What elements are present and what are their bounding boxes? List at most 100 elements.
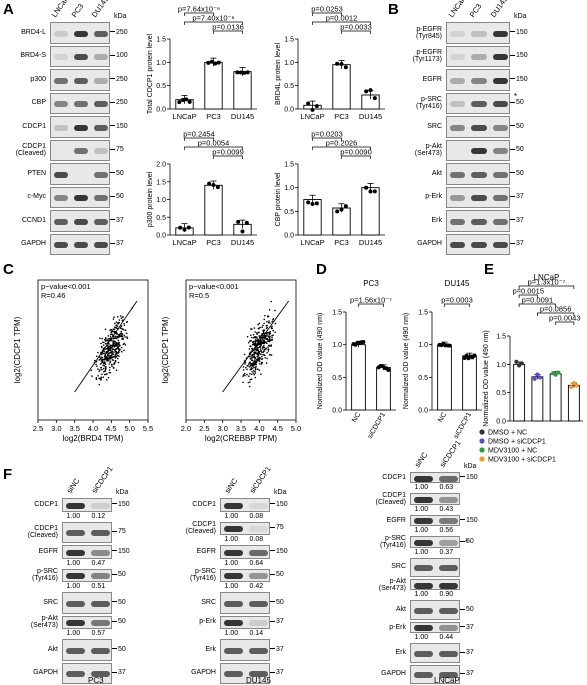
blot-band (492, 242, 508, 249)
blot-band (54, 218, 68, 225)
scatter-point (251, 359, 254, 361)
scatter-point (271, 325, 273, 328)
data-point (335, 61, 340, 66)
scatter-point (108, 337, 111, 340)
p-value-label: p=0.0015 (513, 287, 545, 296)
blot-strip (50, 163, 110, 185)
scatter-point (111, 350, 114, 353)
kda-marker: 37 (110, 217, 124, 224)
x-tick-label: 5.0 (291, 424, 301, 433)
p-value-label: p=0.0136 (212, 23, 244, 32)
y-tick-label: 2.0 (156, 162, 166, 169)
p-value-label: p=7.40x10⁻⁶ (192, 14, 234, 23)
blot-band (439, 672, 458, 679)
significance-bracket (312, 12, 342, 16)
blot-band (94, 195, 108, 202)
significance-bracket (213, 30, 243, 34)
blot-strip (446, 22, 510, 44)
blot-strip (410, 579, 460, 591)
scatter-point (257, 357, 260, 360)
significance-bracket (555, 321, 575, 325)
scatter-point (98, 358, 101, 361)
scatter-point (117, 333, 120, 336)
scatter-point (247, 363, 250, 365)
scatter-point (125, 332, 128, 335)
quant-value: 0.43 (439, 505, 454, 513)
kda-marker: 50 (270, 571, 284, 578)
data-point (556, 370, 561, 375)
scatter-point (259, 335, 261, 338)
blot-strip (62, 615, 112, 629)
blot-strip (50, 233, 110, 255)
scatter-point (258, 356, 261, 359)
blot-band (450, 124, 466, 131)
p-value-label: p=0.0043 (549, 314, 581, 323)
scatter-point (269, 330, 272, 333)
data-point (240, 229, 245, 234)
scatter-point (260, 373, 262, 376)
y-axis-label: p300 protein level (147, 171, 154, 227)
kda-marker: 150 (112, 501, 130, 508)
scatter-point (252, 333, 255, 336)
data-point (186, 225, 191, 230)
scatter-point (250, 355, 253, 357)
scatter-point (116, 357, 119, 360)
scatter-point (265, 362, 268, 364)
scatter-point (261, 346, 264, 348)
scatter-point (106, 357, 109, 359)
blot-band (471, 195, 487, 202)
blot-band (66, 549, 85, 556)
scatter-point (123, 334, 126, 337)
blot-band (91, 549, 110, 556)
scatter-point (250, 334, 252, 337)
scatter-point (251, 365, 254, 367)
panel-label-d: D (316, 261, 327, 278)
scatter-point (253, 366, 255, 369)
blot-row-label: CDCP1 (Cleaved) (375, 492, 406, 507)
chart-pc3-od: 0.0 0.5 1.0 1.5 Normalized OD value (490 nm)… (317, 279, 396, 440)
scatter-point (258, 352, 261, 355)
blot-band (414, 672, 433, 679)
kda-marker: 150 (460, 517, 478, 524)
scatter-point (271, 338, 274, 341)
kda-marker: 150 (270, 548, 288, 555)
quant-value: 1.00 (224, 583, 239, 590)
x-tick-label: DU145 (231, 238, 254, 247)
scatter-point (257, 323, 259, 326)
scatter-point (266, 357, 268, 360)
scatter-point (113, 344, 116, 347)
data-point (209, 59, 214, 64)
scatter-point (271, 327, 273, 329)
blot-band (249, 502, 268, 509)
scatter-point (112, 318, 115, 320)
scatter-point (120, 325, 123, 327)
blot-row-label: CDCP1 (22, 122, 46, 130)
significance-bracket (537, 312, 575, 316)
p-value-label: p=0.0090 (340, 148, 372, 157)
scatter-point (265, 341, 267, 344)
bar (332, 64, 351, 110)
significance-bracket (184, 21, 243, 25)
scatter-point (248, 355, 251, 358)
blot-row-label: EGFR (196, 547, 216, 555)
blot-band (224, 526, 243, 533)
scatter-point (271, 320, 273, 323)
scatter-point (242, 369, 245, 371)
blot-band (91, 530, 110, 537)
blot-band (439, 518, 458, 525)
scatter-point (254, 370, 256, 373)
scatter-point (253, 373, 256, 376)
quant-value: 0.44 (439, 634, 454, 642)
blot-band (54, 242, 68, 249)
y-tick-label: 0.0 (496, 419, 506, 426)
kda-marker: 150 (270, 501, 288, 508)
scatter-point (110, 346, 113, 349)
quant-value: 0.08 (249, 512, 264, 520)
scatter-point (115, 345, 118, 347)
blot-band (224, 573, 243, 580)
scatter-point (258, 322, 261, 325)
p-value-label: p=1.3x10⁻⁷ (528, 278, 566, 287)
data-point (553, 372, 558, 377)
blot-band (74, 30, 88, 37)
scatter-point (115, 332, 118, 335)
